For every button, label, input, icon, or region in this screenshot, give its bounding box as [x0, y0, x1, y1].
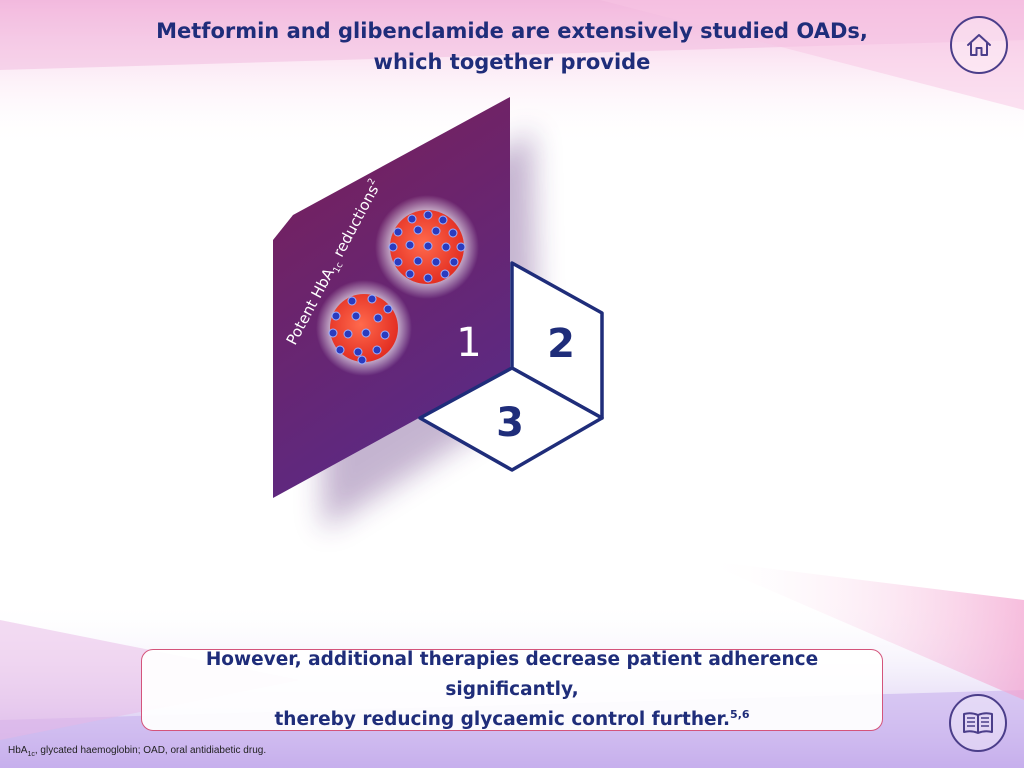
footnote: HbA1c, glycated haemoglobin; OAD, oral a… — [8, 745, 266, 758]
message-line-2-text: thereby reducing glycaemic control furth… — [274, 709, 731, 730]
message-references: 5,6 — [730, 708, 750, 721]
book-icon — [963, 712, 993, 734]
pill-small — [316, 280, 412, 376]
footnote-text: , glycated haemoglobin; OAD, oral antidi… — [34, 745, 267, 756]
face-1-number: 1 — [456, 320, 481, 366]
footnote-sub: 1c — [27, 751, 35, 758]
home-icon — [967, 34, 991, 56]
cube-face-3 — [418, 366, 604, 472]
references-button[interactable] — [949, 694, 1007, 752]
panel-label-sup: 2 — [366, 177, 378, 187]
face-2-number: 2 — [547, 321, 575, 367]
page-title: Metformin and glibenclamide are extensiv… — [150, 16, 874, 78]
panel-label-sub: 1c — [332, 261, 346, 275]
face-3-number: 3 — [496, 400, 524, 446]
adherence-message: However, additional therapies decrease p… — [141, 649, 883, 731]
title-line-1: Metformin and glibenclamide are extensiv… — [156, 19, 868, 43]
title-line-2: which together provide — [373, 50, 651, 74]
message-line-1: However, additional therapies decrease p… — [205, 649, 819, 700]
home-button[interactable] — [950, 16, 1008, 74]
footnote-prefix: HbA — [8, 745, 28, 756]
message-line-2: thereby reducing glycaemic control furth… — [274, 705, 749, 735]
pill-large — [375, 195, 479, 299]
